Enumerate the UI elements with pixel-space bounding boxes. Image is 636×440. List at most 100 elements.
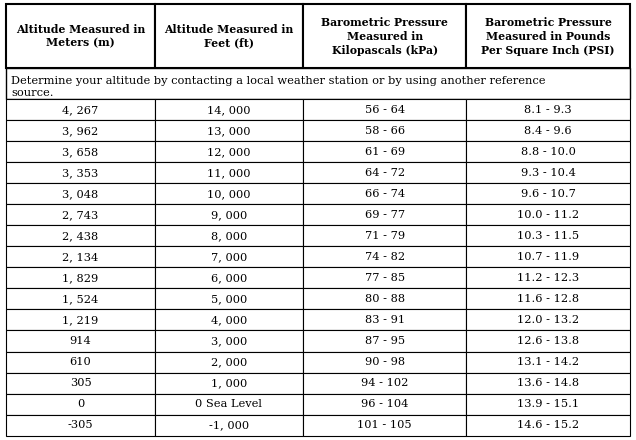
Text: 12.0 - 13.2: 12.0 - 13.2 — [517, 315, 579, 325]
Text: 10.3 - 11.5: 10.3 - 11.5 — [517, 231, 579, 241]
Bar — [155, 141, 303, 162]
Bar — [303, 414, 466, 436]
Text: 14.6 - 15.2: 14.6 - 15.2 — [517, 420, 579, 430]
Text: 74 - 82: 74 - 82 — [364, 252, 404, 262]
Bar — [6, 309, 155, 330]
Text: Barometric Pressure
Measured in
Kilopascals (kPa): Barometric Pressure Measured in Kilopasc… — [321, 17, 448, 55]
Bar — [466, 225, 630, 246]
Text: 69 - 77: 69 - 77 — [364, 210, 404, 220]
Text: 90 - 98: 90 - 98 — [364, 357, 404, 367]
Text: 2, 743: 2, 743 — [62, 210, 99, 220]
Bar — [155, 373, 303, 393]
Text: 101 - 105: 101 - 105 — [357, 420, 412, 430]
Text: 9, 000: 9, 000 — [211, 210, 247, 220]
Text: 56 - 64: 56 - 64 — [364, 105, 404, 115]
Text: 2, 000: 2, 000 — [211, 357, 247, 367]
Text: 4, 267: 4, 267 — [62, 105, 99, 115]
Text: Determine your altitude by contacting a local weather station or by using anothe: Determine your altitude by contacting a … — [11, 76, 546, 99]
Text: 12, 000: 12, 000 — [207, 147, 251, 157]
Bar — [466, 204, 630, 225]
Bar — [466, 268, 630, 289]
Bar — [303, 204, 466, 225]
Text: 77 - 85: 77 - 85 — [364, 273, 404, 283]
Text: 8.4 - 9.6: 8.4 - 9.6 — [524, 126, 572, 136]
Text: 13.6 - 14.8: 13.6 - 14.8 — [517, 378, 579, 388]
Text: 61 - 69: 61 - 69 — [364, 147, 404, 157]
Bar — [6, 268, 155, 289]
Text: 3, 353: 3, 353 — [62, 168, 99, 178]
Bar — [155, 204, 303, 225]
Text: 2, 134: 2, 134 — [62, 252, 99, 262]
Bar — [6, 99, 155, 120]
Text: 83 - 91: 83 - 91 — [364, 315, 404, 325]
Bar — [6, 373, 155, 393]
Bar — [155, 393, 303, 414]
Text: 11, 000: 11, 000 — [207, 168, 251, 178]
Bar — [303, 268, 466, 289]
Bar — [6, 393, 155, 414]
Text: 4, 000: 4, 000 — [211, 315, 247, 325]
Bar — [466, 99, 630, 120]
Text: 10.7 - 11.9: 10.7 - 11.9 — [517, 252, 579, 262]
Text: 914: 914 — [70, 336, 92, 346]
Text: 58 - 66: 58 - 66 — [364, 126, 404, 136]
Text: 87 - 95: 87 - 95 — [364, 336, 404, 346]
Bar — [466, 309, 630, 330]
Bar — [6, 162, 155, 183]
Bar — [155, 120, 303, 141]
Bar — [466, 4, 630, 68]
Bar — [303, 352, 466, 373]
Bar — [6, 246, 155, 268]
Bar — [6, 225, 155, 246]
Bar — [6, 4, 155, 68]
Text: 3, 000: 3, 000 — [211, 336, 247, 346]
Bar — [6, 183, 155, 204]
Text: 1, 219: 1, 219 — [62, 315, 99, 325]
Text: 5, 000: 5, 000 — [211, 294, 247, 304]
Bar — [155, 414, 303, 436]
Bar — [303, 373, 466, 393]
Bar — [303, 141, 466, 162]
Text: Altitude Measured in
Feet (ft): Altitude Measured in Feet (ft) — [164, 24, 293, 49]
Bar — [303, 225, 466, 246]
Text: 13.1 - 14.2: 13.1 - 14.2 — [517, 357, 579, 367]
Bar — [466, 141, 630, 162]
Bar — [303, 330, 466, 352]
Bar — [466, 393, 630, 414]
Text: Barometric Pressure
Measured in Pounds
Per Square Inch (PSI): Barometric Pressure Measured in Pounds P… — [481, 17, 615, 55]
Text: 96 - 104: 96 - 104 — [361, 399, 408, 409]
Text: Altitude Measured in
Meters (m): Altitude Measured in Meters (m) — [16, 24, 145, 49]
Bar — [6, 414, 155, 436]
Text: 13, 000: 13, 000 — [207, 126, 251, 136]
Text: 8.1 - 9.3: 8.1 - 9.3 — [524, 105, 572, 115]
Text: 3, 962: 3, 962 — [62, 126, 99, 136]
Text: 66 - 74: 66 - 74 — [364, 189, 404, 199]
Bar — [6, 141, 155, 162]
Bar — [466, 414, 630, 436]
Bar — [466, 183, 630, 204]
Text: 71 - 79: 71 - 79 — [364, 231, 404, 241]
Bar — [303, 289, 466, 309]
Bar — [155, 268, 303, 289]
Text: 10, 000: 10, 000 — [207, 189, 251, 199]
Text: -305: -305 — [67, 420, 93, 430]
Text: 610: 610 — [70, 357, 92, 367]
Text: 11.6 - 12.8: 11.6 - 12.8 — [517, 294, 579, 304]
Text: 12.6 - 13.8: 12.6 - 13.8 — [517, 336, 579, 346]
Text: 1, 524: 1, 524 — [62, 294, 99, 304]
Text: 0: 0 — [77, 399, 84, 409]
Bar — [155, 4, 303, 68]
Text: 305: 305 — [70, 378, 92, 388]
Bar — [466, 162, 630, 183]
Text: 11.2 - 12.3: 11.2 - 12.3 — [517, 273, 579, 283]
Bar — [155, 330, 303, 352]
Text: 1, 000: 1, 000 — [211, 378, 247, 388]
Bar — [6, 330, 155, 352]
Bar — [6, 352, 155, 373]
Text: 7, 000: 7, 000 — [211, 252, 247, 262]
Bar — [303, 393, 466, 414]
Bar — [6, 289, 155, 309]
Bar — [466, 330, 630, 352]
Text: -1, 000: -1, 000 — [209, 420, 249, 430]
Text: 9.3 - 10.4: 9.3 - 10.4 — [520, 168, 576, 178]
